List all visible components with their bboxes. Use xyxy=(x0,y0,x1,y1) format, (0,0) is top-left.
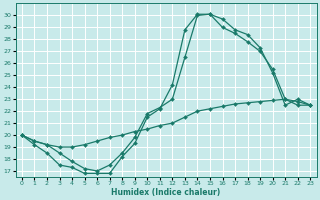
X-axis label: Humidex (Indice chaleur): Humidex (Indice chaleur) xyxy=(111,188,221,197)
